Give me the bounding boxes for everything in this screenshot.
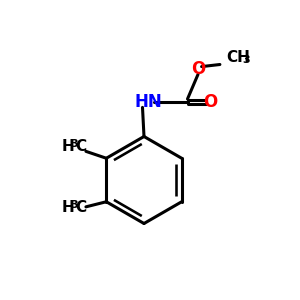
Text: O: O: [203, 93, 217, 111]
Text: 3: 3: [70, 200, 78, 210]
Text: H: H: [62, 139, 75, 154]
Text: CH: CH: [226, 50, 250, 65]
Text: 3: 3: [70, 139, 78, 149]
Text: O: O: [191, 60, 205, 78]
Text: H: H: [62, 200, 75, 215]
Text: C: C: [75, 200, 87, 215]
Text: 3: 3: [242, 55, 250, 65]
Text: C: C: [75, 139, 87, 154]
Text: HN: HN: [135, 93, 163, 111]
